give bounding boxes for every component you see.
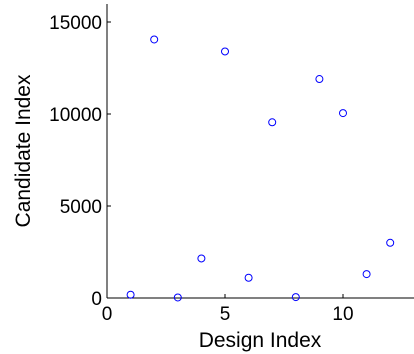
data-point xyxy=(268,118,277,127)
y-tick-label: 0 xyxy=(91,289,102,310)
x-tick-label: 5 xyxy=(220,304,231,325)
x-axis-title: Design Index xyxy=(199,329,322,352)
data-point xyxy=(315,75,324,84)
y-axis-title: Candidate Index xyxy=(12,74,35,227)
y-tick-label: 15000 xyxy=(49,13,102,34)
data-point xyxy=(173,293,182,302)
y-tick-label: 5000 xyxy=(60,197,102,218)
data-point xyxy=(362,270,371,279)
data-point xyxy=(386,238,395,247)
axis-ticks: 0 5 10 0 5000 10000 15000 xyxy=(49,13,353,325)
y-tick-label: 10000 xyxy=(49,105,102,126)
data-point xyxy=(221,47,229,56)
data-point xyxy=(291,293,300,302)
x-tick-label: 10 xyxy=(332,304,353,325)
data-point xyxy=(244,273,253,282)
x-tick-label: 0 xyxy=(102,304,113,325)
data-point xyxy=(150,35,159,44)
data-point xyxy=(339,109,347,118)
data-points xyxy=(126,35,395,302)
data-point xyxy=(126,290,135,299)
data-point xyxy=(197,254,206,263)
